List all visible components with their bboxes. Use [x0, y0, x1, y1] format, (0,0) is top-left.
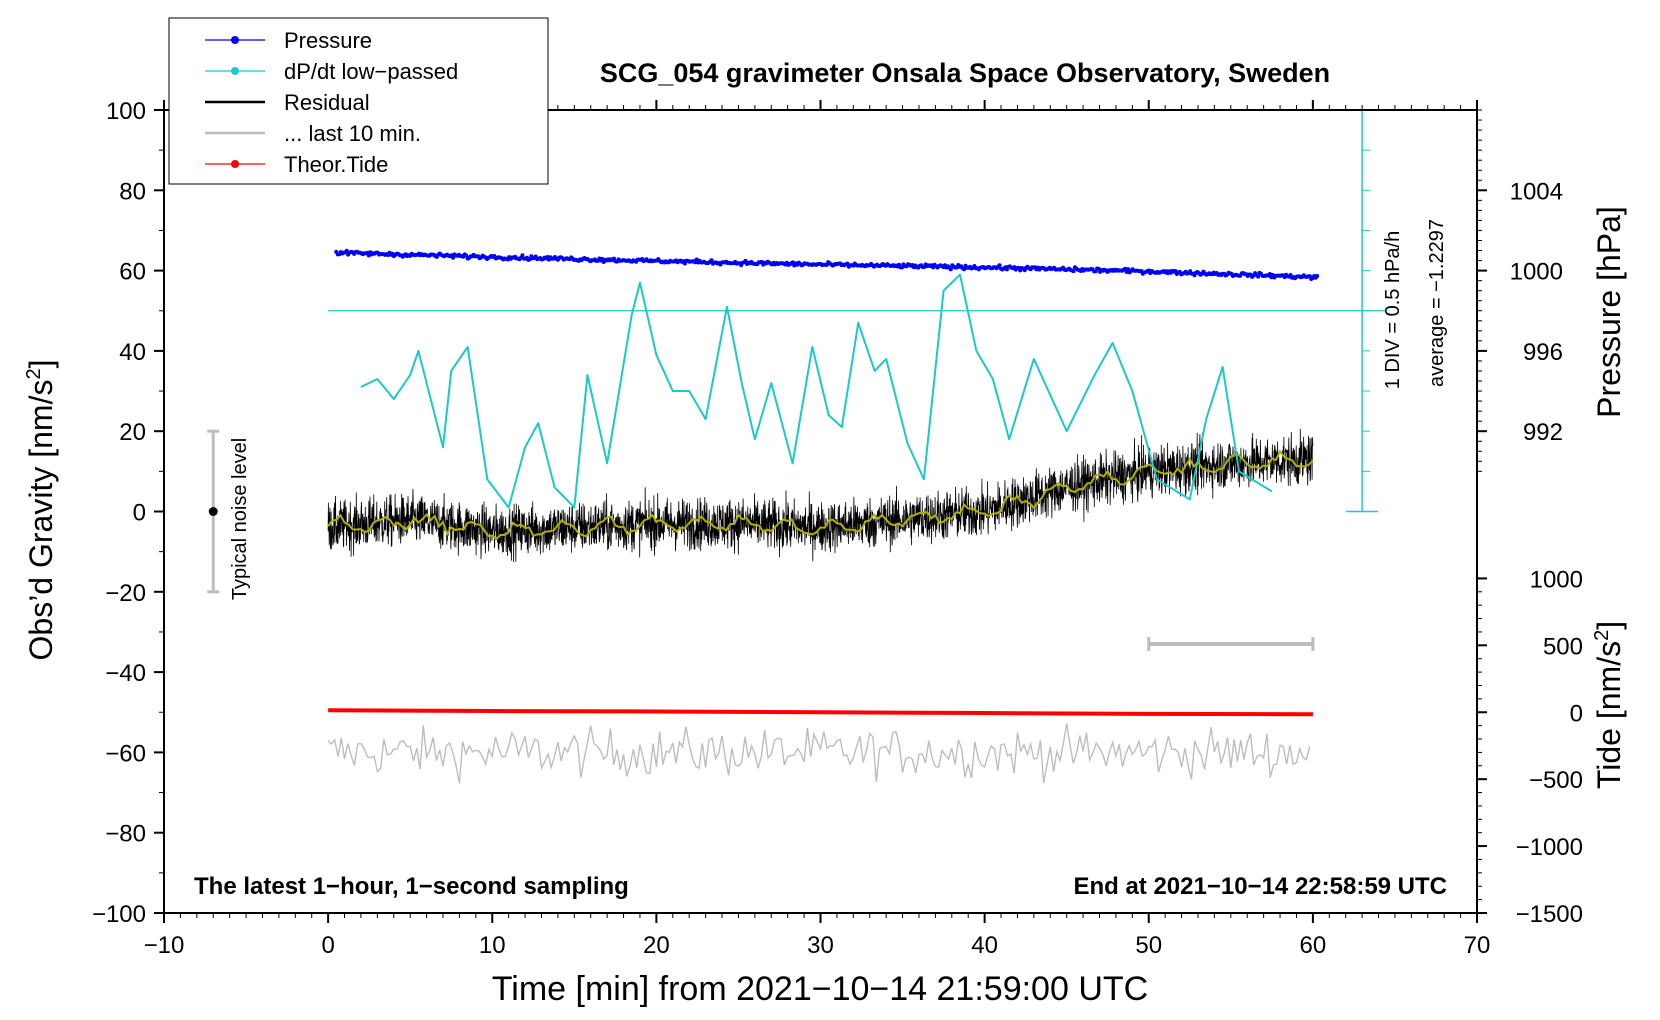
pressure-point [366, 253, 371, 258]
legend-marker [231, 36, 239, 44]
series-theor-tide [328, 708, 1313, 717]
tide-tick-label: 1000 [1530, 566, 1583, 593]
y-tick-label: −20 [105, 580, 146, 607]
y-tick-label: −80 [105, 821, 146, 848]
legend-marker [231, 67, 239, 75]
legend-label: Residual [284, 90, 370, 115]
y-tick-label: 40 [119, 339, 146, 366]
y-tick-label: −60 [105, 740, 146, 767]
x-axis-label: Time [min] from 2021−10−14 21:59:00 UTC [492, 970, 1148, 1008]
y-tick-label: 100 [106, 98, 146, 125]
series-pressure [334, 248, 1320, 281]
legend-marker [231, 160, 239, 168]
legend-item: dP/dt low−passed [205, 59, 458, 84]
x-tick-label: 40 [971, 932, 998, 959]
x-tick-label: 10 [479, 932, 506, 959]
legend-item: Residual [205, 90, 370, 115]
pressure-point [709, 258, 714, 263]
x-tick-label: 0 [321, 932, 334, 959]
y-tick-label: 80 [119, 178, 146, 205]
y-axis-label-tide: Tide [nm/s2] [1591, 621, 1627, 789]
y-tick-label: 20 [119, 419, 146, 446]
tide-tick-label: 0 [1570, 700, 1583, 727]
tide-tick-label: −1500 [1516, 901, 1583, 928]
pressure-point [464, 253, 469, 258]
y-tick-label: 60 [119, 259, 146, 286]
tide-tick-label: −500 [1529, 767, 1583, 794]
noise-level-label: Typical noise level [229, 438, 251, 600]
pressure-point [1173, 269, 1178, 273]
dpdt-scale-label: 1 DIV = 0.5 hPa/h [1382, 231, 1404, 389]
pressure-tick-label: 1000 [1510, 259, 1563, 286]
series-residual-smoothed [327, 449, 1314, 541]
x-tick-label: 60 [1300, 932, 1327, 959]
x-tick-label: 20 [643, 932, 670, 959]
y-tick-label: −40 [105, 660, 146, 687]
pressure-point [1096, 266, 1101, 271]
legend-item: ... last 10 min. [205, 121, 421, 146]
pressure-point [1071, 269, 1076, 274]
noise-level-dot [208, 507, 218, 516]
legend-item: Pressure [205, 28, 372, 53]
pressure-point [344, 248, 349, 253]
x-tick-label: 50 [1135, 932, 1162, 959]
tide-tick-label: 500 [1543, 633, 1583, 660]
annotation-latest-hour: The latest 1−hour, 1−second sampling [194, 873, 629, 900]
pressure-tick-label: 1004 [1510, 178, 1563, 205]
pressure-point [1256, 274, 1261, 279]
chart-title: SCG_054 gravimeter Onsala Space Observat… [600, 58, 1330, 88]
legend-item: Theor.Tide [205, 152, 388, 177]
pressure-point [451, 255, 455, 260]
pressure-point [948, 267, 953, 272]
annotation-layer [207, 109, 1387, 651]
x-tick-label: −10 [144, 932, 185, 959]
series-last-10-min [327, 723, 1311, 784]
pressure-point [520, 253, 525, 258]
x-tick-label: 70 [1464, 932, 1491, 959]
pressure-point [743, 258, 748, 263]
y-axis-label-left: Obs’d Gravity [nm/s2] [23, 360, 59, 661]
pressure-point [694, 257, 699, 262]
annotation-end-time: End at 2021−10−14 22:58:59 UTC [1073, 873, 1447, 900]
legend-label: Theor.Tide [284, 152, 388, 177]
legend: Pressure dP/dt low−passed Residual ... last… [168, 17, 549, 185]
series-dpdt [360, 273, 1273, 509]
pressure-point [962, 267, 967, 272]
pressure-point [845, 261, 850, 266]
legend-label: dP/dt low−passed [284, 59, 458, 84]
tide-tick-label: −1000 [1516, 834, 1583, 861]
pressure-point [997, 263, 1002, 268]
pressure-tick-label: 996 [1523, 339, 1563, 366]
y-tick-label: −100 [92, 901, 146, 928]
pressure-point [1123, 266, 1128, 271]
legend-label: Pressure [284, 28, 372, 53]
axes-layer: −10 0 10 20 30 40 50 60 70−100−80−60−40−20020406… [92, 98, 1583, 959]
y-tick-label: 0 [133, 500, 146, 527]
legend-label: ... last 10 min. [284, 121, 421, 146]
x-tick-label: 30 [807, 932, 834, 959]
series-layer [327, 248, 1320, 784]
pressure-point [1315, 274, 1320, 278]
y-axis-label-pressure: Pressure [hPa] [1591, 206, 1627, 418]
dpdt-average-label: average = −1.2297 [1426, 219, 1448, 387]
legend-items: Pressure dP/dt low−passed Residual ... last… [205, 28, 458, 177]
pressure-tick-label: 992 [1523, 419, 1563, 446]
pressure-point [1126, 267, 1131, 272]
